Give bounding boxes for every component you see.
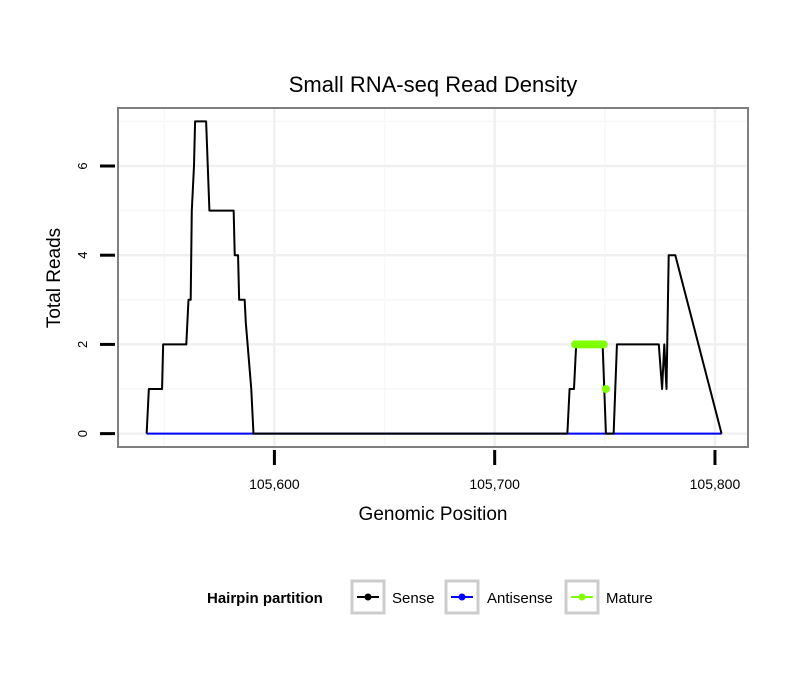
chart-title: Small RNA-seq Read Density — [289, 72, 578, 97]
legend-label-sense: Sense — [392, 590, 435, 607]
legend-title: Hairpin partition — [207, 590, 323, 607]
legend-label-antisense: Antisense — [487, 590, 553, 607]
legend-label-mature: Mature — [606, 590, 653, 607]
x-axis: 105,600 105,700 105,800 — [249, 450, 740, 492]
y-tick-label: 4 — [75, 252, 90, 259]
plot-panel — [118, 108, 748, 447]
y-axis: 0 2 4 6 — [75, 162, 115, 437]
x-axis-label: Genomic Position — [359, 504, 508, 525]
sense-series-line — [145, 120, 723, 435]
x-tick-label: 105,600 — [249, 476, 300, 492]
y-tick-label: 0 — [75, 430, 90, 437]
data-series — [145, 120, 723, 435]
legend-dot-sense — [364, 593, 372, 601]
y-tick-label: 2 — [75, 341, 90, 348]
y-tick-label: 6 — [75, 162, 90, 169]
x-tick-label: 105,700 — [469, 476, 520, 492]
x-tick-label: 105,800 — [690, 476, 741, 492]
mature-point — [599, 340, 608, 349]
legend-dot-antisense — [458, 593, 466, 601]
legend: Hairpin partition Sense Antisense Mature — [207, 579, 653, 615]
mature-point — [601, 385, 610, 394]
legend-dot-mature — [578, 593, 586, 601]
plot-panel-border — [117, 107, 749, 448]
y-axis-label: Total Reads — [44, 228, 65, 328]
